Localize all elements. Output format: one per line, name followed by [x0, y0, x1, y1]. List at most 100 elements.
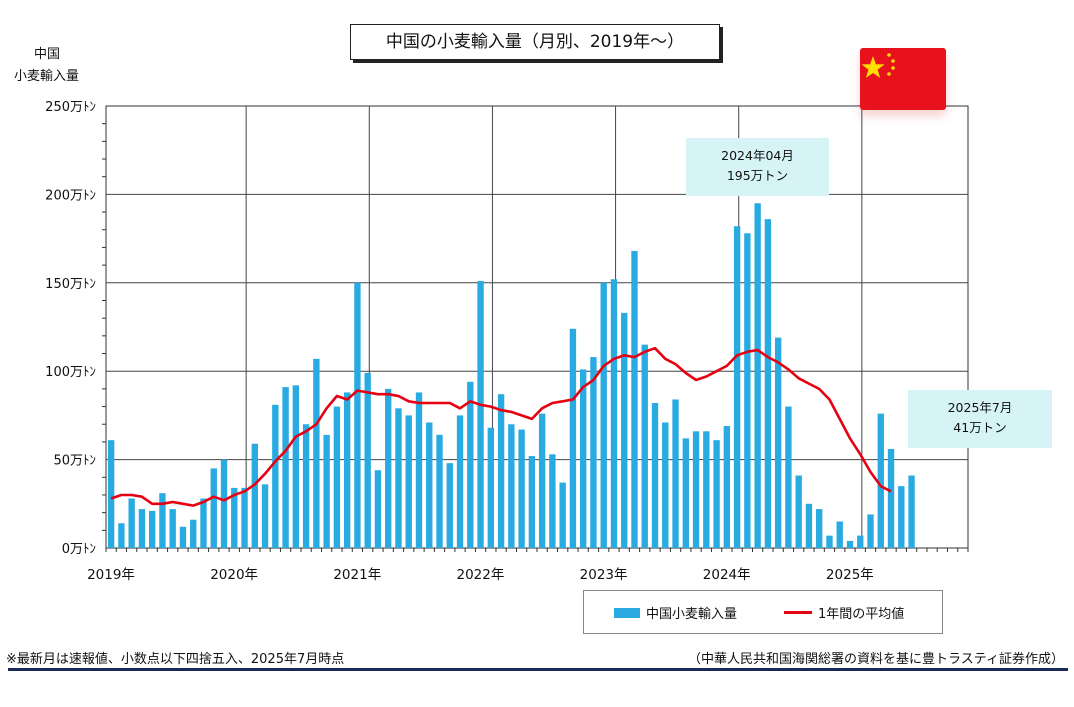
bar-72	[846, 540, 854, 548]
bar-73	[857, 535, 864, 548]
footer-divider	[8, 668, 1068, 671]
x-tick-label: 2019年	[87, 567, 135, 583]
bar-58	[703, 431, 710, 548]
bar-50	[621, 312, 628, 548]
callout-peak-date: 2024年04月	[721, 148, 794, 163]
bar-9	[200, 498, 207, 548]
legend-item-bar: 中国小麦輸入量	[614, 603, 737, 622]
y-tick-label: 250万ﾄﾝ	[45, 100, 96, 115]
bar-39	[508, 424, 515, 548]
y-tick-label: 50万ﾄﾝ	[53, 454, 96, 469]
bar-70	[826, 535, 833, 548]
bar-24	[354, 282, 361, 548]
bar-1	[118, 523, 125, 548]
bar-53	[651, 403, 659, 548]
bar-52	[641, 344, 648, 548]
callout-peak-value: 195万トン	[726, 168, 789, 183]
x-tick-label: 2021年	[333, 567, 381, 583]
legend-line-swatch	[784, 611, 812, 614]
grid-layer	[105, 105, 969, 549]
bar-31	[426, 422, 433, 548]
bar-43	[549, 454, 556, 548]
bar-23	[343, 392, 351, 548]
bar-25	[364, 372, 371, 548]
x-tick-label: 2023年	[580, 567, 628, 583]
bar-63	[754, 203, 761, 549]
bar-6	[169, 509, 176, 548]
bar-37	[487, 427, 495, 548]
chart-title: 中国の小麦輸入量（月別、2019年～）	[350, 24, 720, 60]
bar-65	[774, 337, 782, 548]
bar-26	[374, 470, 382, 548]
x-tick-label: 2025年	[826, 567, 874, 583]
bar-35	[467, 381, 474, 548]
bar-40	[518, 429, 525, 548]
bar-3	[138, 509, 146, 548]
footnote-right: （中華人民共和国海関総署の資料を基に豊トラスティ証券作成）	[688, 652, 1064, 667]
bar-71	[836, 521, 843, 548]
bar-62	[744, 233, 751, 548]
bar-47	[590, 357, 597, 548]
y-tick-label: 150万ﾄﾝ	[45, 277, 96, 292]
legend-bar-label: 中国小麦輸入量	[646, 607, 738, 622]
bar-55	[672, 399, 679, 548]
bar-69	[816, 509, 823, 548]
bar-0	[107, 440, 115, 548]
bar-29	[405, 415, 412, 548]
average-line	[110, 346, 892, 507]
callout-latest-value: 41万トン	[953, 420, 1007, 435]
bar-66	[785, 406, 792, 548]
y-tick-label: 100万ﾄﾝ	[45, 365, 96, 380]
bar-27	[385, 388, 392, 548]
bar-61	[733, 226, 741, 548]
bar-45	[569, 328, 577, 548]
bar-12	[231, 487, 238, 548]
bar-64	[764, 219, 772, 549]
bar-51	[631, 250, 638, 548]
y-tick-label: 200万ﾄﾝ	[45, 188, 96, 203]
y-tick-label: 0万ﾄﾝ	[62, 542, 96, 557]
callout-latest: 2025年7月 41万トン	[908, 390, 1052, 448]
bar-36	[477, 281, 484, 548]
bar-7	[179, 526, 187, 548]
bar-75	[877, 413, 884, 548]
bar-78	[908, 475, 915, 548]
china-flag-stars	[861, 53, 895, 78]
bar-20	[313, 358, 320, 548]
bar-46	[579, 369, 587, 548]
bar-2	[128, 498, 135, 548]
bar-33	[446, 463, 453, 548]
bar-41	[528, 456, 536, 548]
bar-77	[898, 486, 905, 548]
x-tick-label: 2024年	[703, 567, 751, 583]
bar-8	[190, 519, 197, 548]
legend-bar-swatch	[614, 607, 640, 618]
bar-60	[723, 426, 731, 548]
bar-28	[395, 408, 402, 548]
bar-57	[692, 431, 700, 548]
bar-59	[713, 440, 720, 548]
x-tick-label: 2020年	[210, 567, 258, 583]
bar-42	[538, 413, 546, 548]
legend: 中国小麦輸入量 1年間の平均値	[583, 590, 943, 634]
china-flag-icon	[860, 48, 946, 110]
bar-49	[610, 279, 618, 548]
axis-layer: 0万ﾄﾝ 50万ﾄﾝ 100万ﾄﾝ 150万ﾄﾝ 200万ﾄﾝ 250万ﾄﾝ 2019年 20…	[45, 100, 969, 583]
bar-22	[333, 406, 341, 548]
bar-56	[682, 438, 689, 548]
bar-68	[805, 503, 813, 548]
bar-44	[559, 482, 566, 548]
bar-19	[302, 424, 310, 548]
plot-border	[105, 105, 969, 549]
footnote-left: ※最新月は速報値、小数点以下四捨五入、2025年7月時点	[6, 652, 345, 667]
bar-18	[292, 385, 300, 548]
y-axis-title-line1: 中国	[34, 47, 61, 62]
bar-4	[148, 510, 156, 548]
bar-16	[272, 404, 279, 548]
bar-30	[415, 392, 423, 548]
bar-32	[436, 434, 443, 548]
bar-34	[456, 415, 464, 548]
bar-layer	[107, 203, 915, 549]
bar-67	[795, 475, 802, 548]
